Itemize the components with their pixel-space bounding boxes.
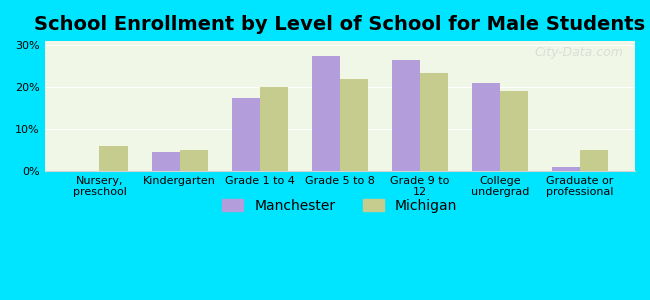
Bar <box>99 146 127 171</box>
Legend: Manchester, Michigan: Manchester, Michigan <box>216 194 463 218</box>
Text: City-Data.com: City-Data.com <box>534 46 623 59</box>
Bar <box>580 150 608 171</box>
Bar <box>392 60 420 171</box>
Bar <box>312 56 340 171</box>
Bar <box>340 79 368 171</box>
Bar <box>151 152 179 171</box>
Bar <box>260 87 288 171</box>
Bar <box>472 83 500 171</box>
Bar <box>179 150 207 171</box>
Bar <box>420 73 448 171</box>
Bar <box>231 98 260 171</box>
Title: School Enrollment by Level of School for Male Students: School Enrollment by Level of School for… <box>34 15 645 34</box>
Bar <box>500 92 528 171</box>
Bar <box>552 167 580 171</box>
